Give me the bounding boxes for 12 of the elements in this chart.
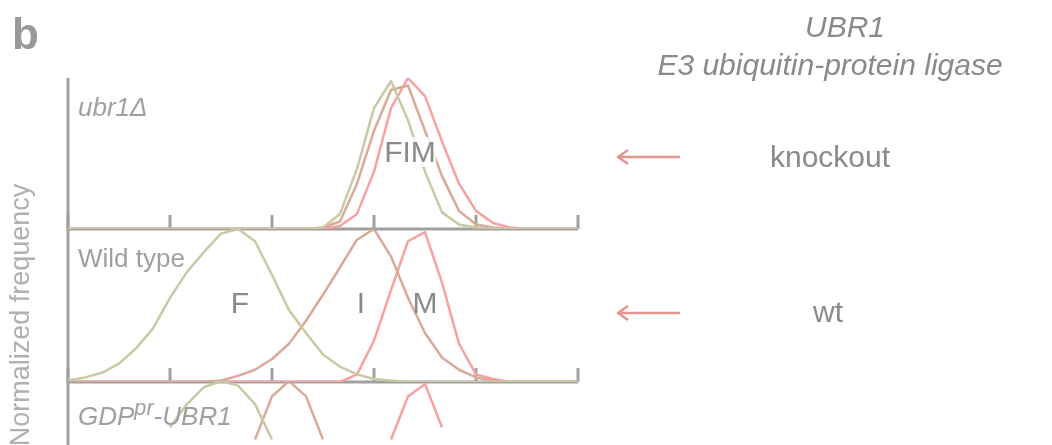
annotation: M (412, 286, 438, 319)
text: wt (813, 295, 843, 328)
text: Wild type (78, 243, 185, 273)
text: E3 ubiquitin-protein ligase (657, 48, 1003, 81)
text: b (12, 9, 39, 58)
text: ubr1Δ (78, 92, 148, 122)
annotation: FIM (384, 135, 436, 168)
annotation: F (230, 286, 250, 319)
text: UBR1 (804, 10, 886, 43)
y-axis-title: Normalized frequency (4, 183, 35, 445)
annotation: I (356, 286, 366, 319)
text: knockout (769, 140, 891, 173)
